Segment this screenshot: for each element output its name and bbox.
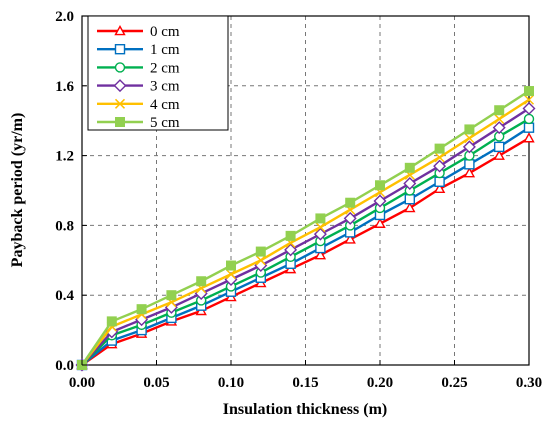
legend-marker [113,79,127,93]
y-tick-label: 1.2 [55,149,74,165]
legend-label: 5 cm [150,115,180,131]
data-point [492,121,506,135]
data-point [225,269,237,280]
data-point [284,243,298,257]
legend-box [87,15,229,131]
data-point [313,227,327,241]
legend-marker [114,98,126,109]
y-tick-label: 0.4 [55,288,74,304]
legend-marker [114,25,126,36]
data-point [462,140,476,154]
data-point [404,162,415,173]
x-tick-label: 0.05 [143,375,169,391]
data-point [434,152,445,163]
legend-items: 0 cm 1 cm 2 cm 3 cm 4 cm 5 cm [97,24,180,131]
y-tick-label: 0.0 [55,358,74,374]
legend-item: 4 cm [97,97,180,113]
legend-item: 3 cm [97,79,180,95]
legend-item: 2 cm [97,60,180,76]
x-axis-title: Insulation thickness (m) [223,401,387,418]
series-line [81,107,530,366]
y-tick-label: 2.0 [55,9,74,25]
y-tick-label: 1.6 [55,79,74,95]
y-axis-title: Payback period (yr/m) [9,113,26,268]
data-point [494,105,505,116]
data-point [314,249,327,260]
x-tick-label: 0.30 [516,375,542,391]
legend-marker [114,44,126,55]
legend-item: 0 cm [97,24,180,40]
legend-item: 1 cm [97,42,180,58]
data-point [166,290,177,301]
data-point [434,143,445,154]
legend-marker [114,62,126,73]
data-point [136,304,147,315]
series-line [81,98,530,366]
x-tick-label: 0.20 [367,375,393,391]
data-point [434,176,445,187]
data-point [522,101,536,115]
data-point [464,133,475,144]
series-line [81,117,530,366]
data-point [494,141,505,153]
legend-label: 1 cm [150,42,180,58]
data-point [494,113,505,124]
data-point [433,182,446,194]
data-point [433,159,447,173]
data-point [464,159,475,170]
data-point [226,260,236,271]
data-point [343,211,357,225]
x-tick-label: 0.00 [69,375,95,391]
data-point [523,113,535,125]
data-point [375,180,385,191]
data-point [523,132,535,143]
data-point [464,124,475,135]
data-point [463,167,476,178]
x-tick-label: 0.25 [441,375,467,391]
series-line [81,126,530,366]
legend-item: 5 cm [97,115,180,131]
legend-marker [115,117,125,127]
data-point [255,255,266,266]
data-point [404,202,416,213]
x-tick-label: 0.10 [218,375,244,391]
data-point [373,194,387,208]
x-tick-label: 0.15 [292,375,318,391]
data-point [196,276,207,287]
data-point [404,194,415,205]
legend: 0 cm 1 cm 2 cm 3 cm 4 cm 5 cm [87,15,229,131]
data-point [523,122,535,133]
data-point [524,86,534,97]
legend-label: 3 cm [150,79,180,95]
legend-label: 2 cm [150,60,180,76]
legend-label: 0 cm [150,24,180,40]
data-point [315,213,326,224]
data-point [345,197,356,208]
legend-label: 4 cm [150,97,180,113]
data-point [106,316,117,327]
data-point [255,246,266,257]
data-point [315,222,326,233]
data-point [493,149,505,160]
y-tick-label: 0.8 [55,218,74,234]
data-point [374,217,386,228]
series-1 [76,122,535,371]
data-point [344,233,356,244]
series-line [81,90,530,366]
series-line [81,137,530,366]
data-point [403,177,417,191]
ticks-layer: 0.00 0.05 0.10 0.15 0.20 0.25 0.30 0.0 0.4 0.8 1.2… [55,9,542,391]
series-layer [75,86,536,372]
data-point [523,94,535,105]
data-point [285,230,296,241]
series-5 [77,86,534,370]
